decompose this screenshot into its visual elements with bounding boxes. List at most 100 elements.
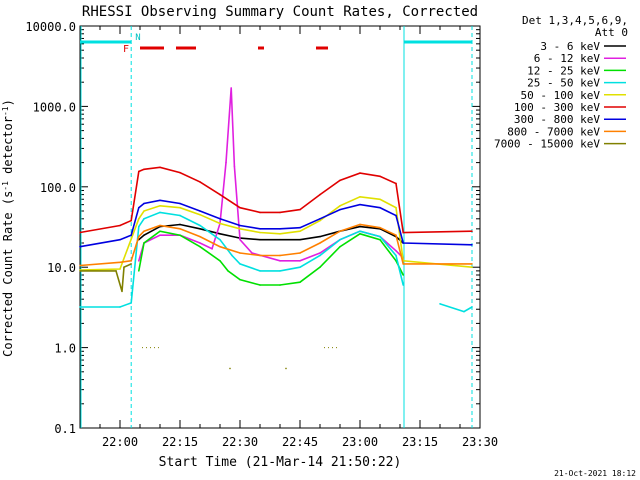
data-point	[219, 233, 221, 235]
x-axis-label: Start Time (21-Mar-14 21:50:22)	[159, 455, 402, 470]
data-point	[471, 263, 473, 265]
data-point	[199, 213, 201, 216]
data-point	[379, 206, 381, 209]
data-point	[179, 206, 181, 209]
y-tick-label: 0.1	[54, 422, 76, 436]
data-point	[123, 266, 125, 269]
data-point	[138, 225, 140, 228]
legend-label: 6 - 12 keV	[534, 52, 601, 65]
data-point	[359, 230, 361, 233]
data-point	[143, 168, 145, 171]
data-point	[299, 281, 301, 284]
data-point	[402, 263, 405, 265]
data-point	[119, 224, 121, 227]
data-point	[138, 170, 140, 173]
data-point	[115, 270, 117, 272]
data-point	[395, 254, 397, 257]
data-point	[439, 303, 441, 305]
data-point	[279, 238, 281, 241]
data-point	[395, 234, 397, 237]
flag-f-label: F	[123, 44, 129, 55]
data-point	[395, 214, 397, 217]
data-point	[279, 211, 281, 214]
data-point	[239, 278, 241, 281]
data-point	[239, 228, 241, 230]
data-point	[79, 306, 81, 308]
data-point	[319, 254, 321, 257]
data-point	[79, 231, 81, 234]
data-point	[219, 193, 221, 196]
data-point	[159, 234, 161, 237]
legend-label: 25 - 50 keV	[527, 77, 600, 90]
data-point	[319, 193, 321, 196]
data-point	[119, 261, 121, 264]
y-tick-label: 10000.0	[25, 20, 76, 34]
data-point	[138, 235, 140, 238]
data-point	[285, 367, 287, 370]
data-point	[471, 306, 473, 308]
data-point	[259, 238, 261, 241]
data-point	[379, 235, 381, 238]
y-tick-label: 10.0	[47, 261, 76, 275]
data-point	[199, 228, 201, 230]
footer-date: 21-Oct-2021 18:12	[554, 469, 636, 478]
data-point	[239, 206, 241, 209]
data-point	[239, 252, 241, 254]
data-point	[359, 223, 361, 226]
data-point	[402, 231, 405, 234]
legend-label: 800 - 7000 keV	[507, 125, 600, 138]
data-point	[79, 264, 81, 267]
legend-label: 50 - 100 keV	[521, 89, 601, 102]
data-point	[299, 238, 301, 241]
data-point	[279, 254, 281, 257]
x-tick-label: 22:45	[282, 435, 318, 449]
data-point	[319, 252, 321, 254]
legend-label: 12 - 25 keV	[527, 64, 600, 77]
x-tick-label: 22:15	[162, 435, 198, 449]
legend-label: 100 - 300 keV	[514, 101, 600, 114]
data-point	[179, 228, 181, 230]
data-point	[119, 268, 121, 270]
data-point	[239, 238, 241, 241]
data-point	[299, 226, 301, 229]
data-point	[259, 254, 261, 257]
series-line	[79, 166, 473, 234]
data-point	[230, 87, 232, 89]
data-point	[121, 290, 123, 293]
data-point	[159, 211, 161, 214]
data-point	[119, 306, 121, 308]
data-point	[339, 238, 341, 241]
data-point	[339, 208, 341, 211]
data-point	[319, 242, 321, 244]
series-line	[80, 264, 286, 369]
x-tick-label: 22:30	[222, 435, 258, 449]
data-point	[471, 230, 473, 233]
data-point	[319, 266, 321, 269]
data-point	[319, 219, 321, 222]
data-point	[199, 181, 201, 183]
data-point	[259, 228, 261, 230]
data-point	[359, 225, 361, 228]
data-point	[179, 223, 181, 226]
data-point	[79, 245, 81, 248]
data-point	[279, 284, 281, 286]
data-point	[138, 260, 140, 262]
data-point	[299, 208, 301, 211]
data-point	[379, 238, 381, 241]
data-point	[130, 302, 132, 304]
data-point	[179, 234, 181, 237]
data-point	[319, 235, 321, 238]
data-point	[199, 242, 201, 244]
legend-header: Det 1,3,4,5,6,9,	[522, 14, 628, 27]
data-point	[179, 214, 181, 217]
data-point	[379, 198, 381, 201]
data-point	[379, 226, 381, 229]
data-point	[233, 165, 236, 168]
series-line	[138, 223, 404, 244]
data-point	[138, 217, 140, 220]
data-point	[179, 202, 181, 205]
data-point	[239, 224, 241, 227]
data-point	[339, 205, 341, 207]
